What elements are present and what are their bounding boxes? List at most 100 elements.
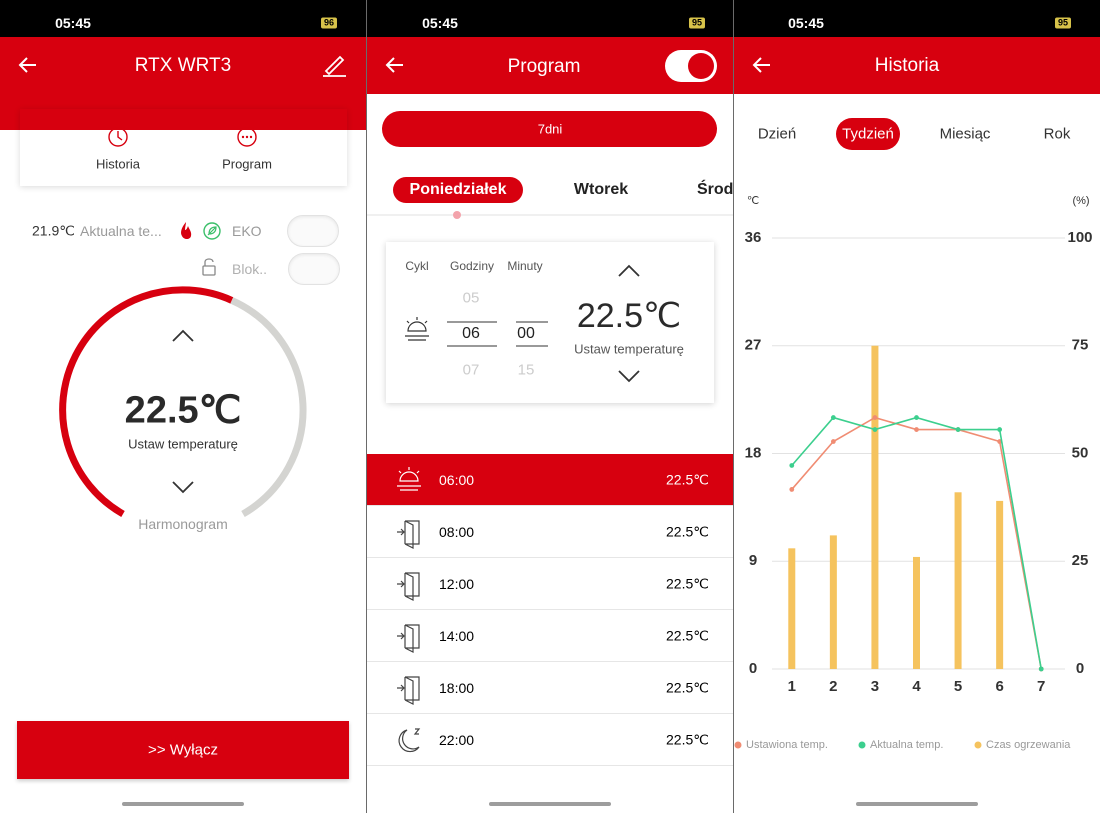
dial-track-arc (230, 297, 307, 518)
hour-selected[interactable]: 06 (462, 325, 480, 342)
x-tick-label: 7 (1037, 678, 1045, 695)
schedule-temp: 22.5℃ (666, 523, 709, 540)
y-tick-label: 36 (745, 229, 762, 246)
setpoint-label: Ustaw temperaturę (128, 436, 238, 452)
y2-axis-unit: (%) (1072, 195, 1089, 207)
point (955, 427, 961, 432)
bar (913, 556, 920, 669)
day-tab[interactable]: Środa (697, 181, 733, 198)
increase-button[interactable] (618, 264, 640, 277)
y2-tick-label: 50 (1072, 444, 1089, 461)
y2-tick-label: 100 (1067, 229, 1092, 246)
y-tick-label: 0 (749, 660, 757, 677)
schedule-time: 08:00 (439, 524, 475, 540)
point (914, 415, 919, 420)
tab-program[interactable]: Program (222, 156, 272, 172)
schedule-row[interactable]: 08:00 22.5℃ (367, 506, 733, 558)
period-tab[interactable]: Miesiąc (939, 125, 991, 143)
x-tick-label: 3 (871, 678, 879, 695)
schedule-time: 14:00 (439, 628, 475, 644)
off-button-label: >> Wyłącz (148, 741, 218, 759)
schedule-row[interactable]: 06:00 22.5℃ (367, 454, 733, 506)
mode-label: 7dni (537, 121, 563, 137)
door-icon (397, 624, 420, 653)
program-switch[interactable] (665, 50, 717, 82)
x-tick-label: 5 (954, 678, 962, 695)
point (872, 415, 878, 420)
header-title: Historia (874, 55, 940, 76)
history-chart: ℃ (%) 0 9 18 27 36 0 25 50 75 100 1 2 3 4 5 6 7 Ustawiona t… (734, 195, 1093, 751)
y-tick-label: 18 (745, 444, 762, 461)
y-tick-label: 27 (745, 337, 762, 354)
status-time: 05:45 (422, 15, 458, 31)
eko-toggle[interactable] (287, 215, 339, 247)
schedule-row[interactable]: 18:00 22.5℃ (367, 662, 733, 714)
back-icon[interactable] (18, 57, 36, 73)
schedule-temp: 22.5℃ (666, 471, 709, 488)
moon-icon (398, 728, 421, 753)
day-tab[interactable]: Wtorek (573, 181, 629, 198)
home-indicator (489, 802, 611, 806)
hour-option[interactable]: 05 (462, 289, 480, 307)
back-icon[interactable] (385, 57, 403, 73)
screen-graphics (734, 0, 1100, 150)
schedule-row[interactable]: 22:00 22.5℃ (367, 714, 733, 766)
lock-toggle[interactable] (288, 253, 340, 285)
sun-icon (397, 467, 421, 491)
point (997, 427, 1003, 432)
schedule-row[interactable]: 14:00 22.5℃ (367, 610, 733, 662)
day-tab[interactable]: Poniedziałek (409, 181, 507, 198)
setpoint-value: 22.5℃ (576, 297, 682, 335)
status-bar (734, 0, 1100, 37)
door-icon (397, 520, 420, 549)
device-screen: 05:45 95 Historia Dzień Tydzień Miesiąc … (734, 0, 1100, 813)
period-tab[interactable]: Tydzień (842, 125, 894, 143)
day-indicator (453, 211, 461, 219)
schedule-temp: 22.5℃ (666, 731, 709, 748)
tab-history[interactable]: Historia (95, 156, 141, 172)
off-button[interactable]: >> Wyłącz (17, 721, 349, 779)
setpoint-label: Ustaw temperaturę (574, 341, 684, 357)
legend-marker (974, 741, 982, 749)
day-pill[interactable] (393, 177, 523, 203)
decrease-button[interactable] (618, 370, 640, 383)
dial-active-arc (59, 286, 234, 518)
y2-tick-label: 25 (1072, 552, 1089, 569)
y2-tick-label: 0 (1076, 660, 1084, 677)
period-tab[interactable]: Rok (1043, 125, 1071, 143)
schedule-row[interactable]: 12:00 22.5℃ (367, 558, 733, 610)
point (830, 415, 836, 420)
schedule-time: 06:00 (439, 472, 475, 488)
increase-button[interactable] (172, 329, 194, 342)
back-icon[interactable] (752, 57, 770, 73)
program-icon (237, 127, 257, 147)
edit-icon[interactable] (323, 55, 346, 77)
point (1038, 666, 1044, 672)
minute-option[interactable]: 15 (517, 361, 535, 379)
door-icon (397, 676, 420, 705)
x-tick-label: 1 (788, 678, 796, 695)
mode-pill[interactable] (382, 111, 717, 147)
home-indicator (122, 802, 244, 806)
minute-selected[interactable]: 00 (517, 325, 535, 342)
header-title: Program (507, 56, 581, 77)
lock-icon (202, 258, 216, 276)
hour-option[interactable]: 07 (462, 361, 480, 379)
schedule-time: 12:00 (439, 576, 475, 592)
legend-marker (734, 741, 742, 749)
period-tab[interactable]: Dzień (757, 125, 797, 143)
device-screen: 05:45 96 RTX WRT3 Historia Program 21.9℃… (0, 0, 366, 813)
status-bar (0, 0, 366, 37)
legend-label: Aktualna temp. (870, 739, 943, 751)
x-tick-label: 2 (829, 678, 837, 695)
screen-graphics (0, 0, 366, 518)
device-screen: 05:45 95 Program 7dni Poniedziałek Wtore… (367, 0, 733, 813)
door-icon (397, 572, 420, 601)
decrease-button[interactable] (172, 481, 194, 494)
point (789, 487, 795, 492)
period-pill[interactable] (836, 118, 900, 150)
schedule-time: 18:00 (439, 680, 475, 696)
history-icon (108, 127, 128, 147)
point (914, 427, 919, 432)
picker-header: Cykl (405, 259, 429, 273)
